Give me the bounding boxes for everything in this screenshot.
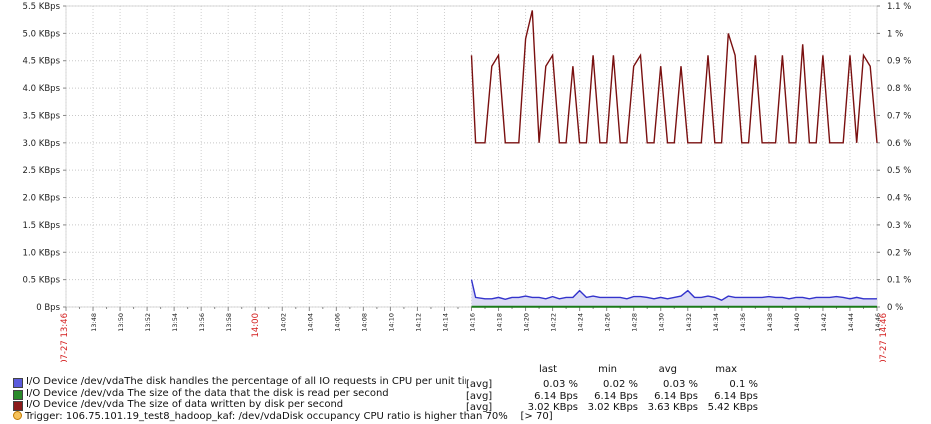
legend-last: 6.14 Bps [534,391,578,402]
legend-header-min: min [598,364,617,375]
series-line-2 [470,10,878,144]
y-right-tick-label: 0.2 % [887,248,911,258]
x-axis: 07-27 13:46 13:48 13:50 13:52 13:54 13:56 13:5… [60,307,889,362]
x-tick-label: 14:32 [685,313,693,332]
x-tick-label: 14:40 [793,313,801,332]
legend-func: [avg] [466,379,493,390]
legend-header-avg: avg [658,364,677,375]
legend-swatch-cpu-io [13,378,23,388]
x-tick-label: 13:56 [198,313,206,332]
legend-min: 3.02 KBps [587,402,638,413]
legend-min: 6.14 Bps [594,391,638,402]
y-right-tick-label: 0.3 % [887,221,911,231]
trigger-row[interactable]: Trigger: 106.75.101.19_test8_hadoop_kaf:… [13,411,553,422]
trigger-threshold: [> 70] [520,411,553,422]
y-left-tick-label: 4.0 KBps [23,84,61,94]
y-left-tick-label: 3.0 KBps [23,139,61,149]
legend-avg: 3.63 KBps [647,402,698,413]
x-tick-label: 13:50 [117,313,125,332]
legend-max: 5.42 KBps [707,402,758,413]
y-right-tick-label: 1 % [887,29,903,39]
x-tick-label: 13:52 [144,313,152,332]
legend-last: 0.03 % [543,379,578,390]
y-right-tick-label: 0.8 % [887,84,911,94]
legend-name: I/O Device /dev/vda The size of data wri… [26,399,344,410]
x-tick-label: 14:16 [469,313,477,332]
legend-row-cpu-io[interactable]: I/O Device /dev/vdaThe disk handles the … [13,376,758,390]
x-tick-label: 13:48 [90,313,98,332]
x-tick-label: 14:18 [496,313,504,332]
y-right-tick-label: 0 % [887,303,903,313]
y-left-tick-label: 0 Bps [36,303,60,313]
legend-row-read[interactable]: I/O Device /dev/vda The size of the data… [13,388,758,402]
y-left-tick-label: 5.0 KBps [23,29,61,39]
legend-func: [avg] [466,402,493,413]
y-right-tick-label: 1.1 % [887,2,911,12]
x-tick-label: 13:54 [171,313,179,332]
y-left-tick-label: 1.0 KBps [23,248,61,258]
x-tick-label: 14:34 [712,313,720,332]
legend-max: 0.1 % [729,379,758,390]
x-tick-label: 14:44 [847,313,855,332]
x-tick-label: 14:46 [874,313,882,332]
y-axis-right: 0 % 0.1 % 0.2 % 0.3 % 0.4 % 0.5 % 0.6 % 0.7 % 0.… [877,2,911,313]
series-area-0 [471,279,877,307]
series-line-0 [470,279,877,301]
trigger-status-icon [13,411,22,420]
y-left-tick-label: 2.5 KBps [23,166,61,176]
x-tick-label: 14:10 [387,313,395,332]
y-axis-left: 0 Bps 0.5 KBps 1.0 KBps 1.5 KBps 2.0 KBps 2.5… [23,2,66,313]
x-tick-label: 14:42 [820,313,828,332]
x-tick-label: 14:14 [441,313,449,332]
x-tick-label: 07-27 13:46 [60,313,70,362]
legend-avg: 6.14 Bps [654,391,698,402]
trigger-text: Trigger: 106.75.101.19_test8_hadoop_kaf:… [25,411,508,422]
x-tick-label: 14:00 [251,313,261,338]
x-tick-label: 14:24 [577,313,585,332]
x-tick-label: 14:20 [523,313,531,332]
legend-row-write[interactable]: I/O Device /dev/vda The size of data wri… [13,399,758,413]
y-right-tick-label: 0.5 % [887,166,911,176]
legend-max: 6.14 Bps [714,391,758,402]
legend-name: I/O Device /dev/vda The size of the data… [26,388,389,399]
legend-swatch-write [13,401,23,411]
x-tick-label: 14:12 [414,313,422,332]
x-tick-label: 14:26 [604,313,612,332]
y-right-tick-label: 0.7 % [887,111,911,121]
y-left-tick-label: 4.5 KBps [23,57,61,67]
legend-func: [avg] [466,391,493,402]
x-tick-label: 14:36 [739,313,747,332]
series-layer [470,10,878,308]
x-tick-label: 14:30 [658,313,666,332]
y-right-tick-label: 0.9 % [887,57,911,67]
legend-avg: 0.03 % [663,379,698,390]
y-right-tick-label: 0.4 % [887,194,911,204]
y-right-tick-label: 0.6 % [887,139,911,149]
legend-header-max: max [715,364,737,375]
x-tick-label: 14:02 [279,313,287,332]
x-tick-label: 07-27 14:46 [879,313,889,362]
legend-last: 3.02 KBps [527,402,578,413]
y-left-tick-label: 0.5 KBps [23,276,61,286]
y-left-tick-label: 2.0 KBps [23,194,61,204]
y-left-tick-label: 3.5 KBps [23,111,61,121]
x-tick-label: 13:58 [225,313,233,332]
x-tick-label: 14:08 [360,313,368,332]
x-tick-label: 14:04 [306,313,314,332]
x-tick-label: 14:06 [333,313,341,332]
legend-min: 0.02 % [603,379,638,390]
y-right-tick-label: 0.1 % [887,276,911,286]
x-tick-label: 14:22 [550,313,558,332]
x-tick-label: 14:38 [766,313,774,332]
legend-header-last: last [538,364,557,375]
x-tick-label: 14:28 [631,313,639,332]
legend-name: I/O Device /dev/vdaThe disk handles the … [26,376,466,387]
legend-swatch-read [13,390,23,400]
y-left-tick-label: 1.5 KBps [23,221,61,231]
y-left-tick-label: 5.5 KBps [23,2,61,12]
io-chart: 0 Bps 0.5 KBps 1.0 KBps 1.5 KBps 2.0 KBps 2.5… [23,2,912,362]
